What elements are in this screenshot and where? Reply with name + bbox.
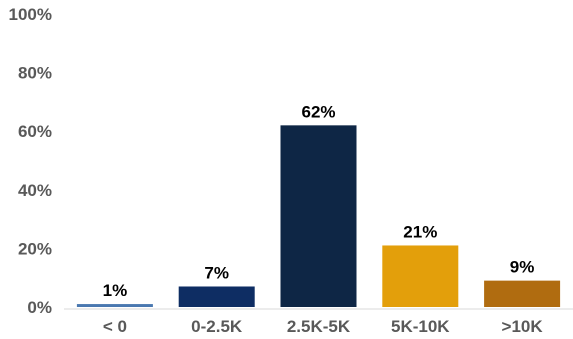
y-tick-label: 20% — [18, 239, 52, 258]
bar-value-label: 1% — [103, 281, 128, 300]
bar-value-label: 7% — [204, 263, 229, 282]
bar-value-label: 9% — [510, 258, 535, 277]
bar — [382, 245, 459, 307]
y-tick-label: 0% — [27, 298, 52, 317]
x-tick-label: 5K-10K — [391, 317, 450, 336]
x-tick-label: 2.5K-5K — [287, 317, 351, 336]
y-tick-label: 60% — [18, 122, 52, 141]
bar — [484, 280, 561, 307]
data-labels: 1% 7% 62% 21% 9% — [103, 102, 535, 300]
x-axis: < 0 0-2.5K 2.5K-5K 5K-10K >10K — [103, 317, 544, 336]
y-tick-label: 80% — [18, 64, 52, 83]
bar-series — [76, 125, 561, 307]
bar-value-label: 21% — [403, 222, 437, 241]
x-tick-label: >10K — [502, 317, 544, 336]
x-tick-label: < 0 — [103, 317, 127, 336]
bar — [178, 286, 255, 307]
x-tick-label: 0-2.5K — [191, 317, 243, 336]
y-axis: 0% 20% 40% 60% 80% 100% — [9, 5, 52, 317]
y-tick-label: 40% — [18, 181, 52, 200]
bar — [280, 125, 357, 307]
bar-value-label: 62% — [301, 102, 335, 121]
bar — [76, 304, 153, 307]
y-tick-label: 100% — [9, 5, 52, 24]
